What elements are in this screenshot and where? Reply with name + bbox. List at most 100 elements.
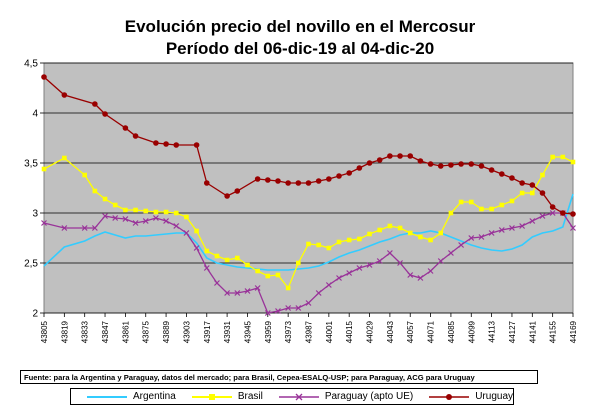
y-tick-label: 2,5 — [24, 259, 38, 270]
data-point — [112, 215, 119, 221]
x-tick-label: 43931 — [223, 320, 232, 343]
data-point — [132, 220, 139, 226]
data-point — [224, 257, 230, 263]
data-point — [325, 282, 332, 288]
x-tick-label: 43959 — [264, 320, 273, 343]
x-tick-label: 43861 — [121, 320, 130, 343]
data-point — [254, 176, 261, 182]
chart-subtitle: Período del 06-dic-19 al 04-dic-20 — [166, 39, 434, 58]
data-point — [305, 300, 312, 306]
data-point — [387, 223, 393, 229]
data-point — [92, 101, 98, 107]
series-line-argentina — [43, 193, 574, 271]
x-tick-label: 43805 — [40, 320, 49, 343]
x-tick-label: 44085 — [447, 320, 456, 343]
legend-label-brasil: Brasil — [237, 391, 263, 402]
data-point — [407, 272, 414, 278]
legend-swatch-brasil — [191, 393, 232, 400]
data-point — [367, 231, 372, 237]
data-point — [488, 230, 495, 236]
x-tick-label: 43833 — [81, 320, 90, 343]
data-point — [478, 234, 485, 240]
data-point — [194, 228, 199, 234]
legend-label-argentina: Argentina — [133, 391, 176, 402]
legend-swatch-argentina — [87, 395, 127, 398]
x-tick-label: 43889 — [162, 320, 171, 343]
data-point — [428, 237, 433, 243]
data-point — [163, 218, 170, 224]
series-layer — [41, 74, 576, 316]
y-tick-label: 3 — [32, 209, 38, 220]
legend-item-brasil: Brasil — [190, 391, 263, 402]
data-point — [509, 225, 515, 231]
x-tick-label: 43875 — [142, 320, 151, 343]
data-point — [427, 268, 434, 274]
data-point — [519, 190, 525, 196]
data-point — [540, 172, 545, 178]
data-point — [295, 180, 302, 186]
gridlines — [44, 62, 573, 314]
data-point — [356, 265, 363, 271]
data-point — [81, 225, 88, 231]
data-point — [346, 237, 352, 243]
data-point — [41, 74, 47, 80]
data-point — [448, 210, 454, 216]
data-point — [458, 161, 464, 167]
x-tick-label: 44029 — [366, 320, 375, 343]
data-point — [102, 213, 108, 219]
series-uruguay — [41, 74, 576, 217]
data-point — [498, 227, 505, 233]
data-point — [163, 209, 169, 215]
data-point — [376, 258, 383, 264]
data-point — [173, 210, 179, 216]
data-point — [41, 166, 47, 172]
data-point — [346, 270, 353, 276]
data-point — [305, 180, 312, 186]
data-point — [519, 223, 526, 229]
legend-label-paraguay: Paraguay (apto UE) — [324, 391, 414, 402]
data-point — [306, 241, 311, 247]
data-point — [315, 178, 322, 184]
data-point — [386, 250, 393, 256]
data-point — [357, 236, 362, 242]
data-point — [61, 225, 68, 231]
data-point — [387, 153, 393, 159]
data-point — [102, 111, 108, 117]
data-point — [123, 207, 128, 213]
x-tick-label: 44099 — [467, 320, 476, 343]
data-point — [254, 285, 261, 291]
data-point — [285, 285, 291, 291]
data-point — [275, 272, 281, 278]
data-point — [153, 140, 159, 146]
data-point — [570, 159, 576, 165]
data-point — [418, 234, 423, 240]
data-point — [447, 250, 454, 256]
data-point — [560, 210, 566, 216]
data-point — [245, 262, 250, 268]
data-point — [336, 239, 342, 245]
data-point — [397, 225, 403, 231]
data-point — [183, 230, 190, 236]
legend-label-uruguay: Uruguay — [475, 391, 514, 402]
x-tick-label: 44169 — [569, 320, 578, 343]
legend-swatch-paraguay — [278, 393, 319, 400]
data-point — [488, 167, 495, 173]
x-tick-label: 44155 — [549, 320, 558, 343]
data-point — [356, 165, 363, 171]
data-point — [509, 175, 515, 181]
x-tick-label: 44043 — [386, 320, 395, 343]
data-point — [397, 260, 403, 266]
data-point — [427, 161, 434, 167]
x-tick-label: 44071 — [427, 320, 436, 343]
data-point — [530, 190, 535, 196]
data-point — [498, 171, 505, 177]
data-point — [346, 170, 352, 176]
x-tick-label: 43903 — [182, 320, 191, 343]
data-point — [193, 245, 200, 251]
data-point — [438, 230, 444, 236]
data-point — [265, 177, 271, 183]
series-brasil — [41, 154, 576, 291]
y-tick-label: 3,5 — [24, 159, 38, 170]
data-point — [458, 242, 465, 248]
data-point — [326, 176, 332, 182]
